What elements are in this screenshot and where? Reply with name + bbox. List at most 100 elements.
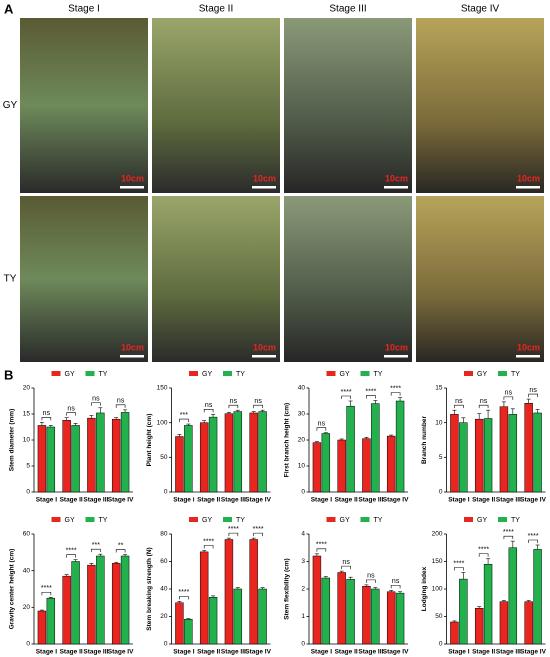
bar bbox=[184, 425, 193, 493]
legend-label: GY bbox=[202, 371, 212, 378]
plant-photo bbox=[20, 18, 148, 193]
row-label: GY bbox=[3, 100, 18, 111]
y-tick-label: 50 bbox=[160, 454, 168, 461]
scale-bar bbox=[516, 186, 540, 189]
significance-bracket bbox=[528, 539, 538, 543]
bar bbox=[111, 418, 121, 493]
y-tick-label: 40 bbox=[298, 385, 306, 392]
scale-bar-label: 10cm bbox=[121, 342, 144, 352]
bar bbox=[37, 425, 47, 493]
bar bbox=[346, 579, 355, 645]
legend-swatch bbox=[326, 371, 336, 376]
bar bbox=[386, 591, 396, 645]
legend-swatch bbox=[498, 371, 507, 376]
y-tick-label: 20 bbox=[23, 385, 31, 392]
legend-label: GY bbox=[65, 517, 75, 524]
scale-bar bbox=[516, 355, 540, 358]
significance-label: **** bbox=[365, 388, 376, 395]
x-tick-label: Stage III bbox=[221, 649, 246, 656]
scale-bar bbox=[120, 186, 144, 189]
bar bbox=[312, 442, 322, 493]
bar bbox=[499, 406, 509, 493]
significance-bracket bbox=[179, 596, 189, 600]
legend-label: TY bbox=[511, 517, 520, 524]
y-tick-label: 10 bbox=[23, 437, 31, 444]
y-axis-label: Stem flexibility (cm) bbox=[284, 558, 291, 619]
y-tick-label: 40 bbox=[160, 586, 168, 593]
x-tick-label: Stage II bbox=[335, 497, 358, 504]
legend-swatch bbox=[189, 517, 198, 522]
significance-label: **** bbox=[478, 547, 489, 554]
significance-bracket bbox=[366, 395, 376, 399]
y-tick-label: 0 bbox=[439, 641, 443, 648]
legend-label: TY bbox=[236, 371, 245, 378]
significance-label: ns bbox=[392, 578, 400, 585]
significance-label: **** bbox=[528, 533, 539, 540]
scale-bar-label: 10cm bbox=[517, 173, 540, 183]
significance-bracket bbox=[253, 532, 263, 537]
significance-label: ns bbox=[117, 398, 125, 405]
bar bbox=[483, 418, 493, 493]
bar bbox=[249, 412, 258, 493]
y-axis-label: Branch number bbox=[421, 416, 428, 465]
bar bbox=[371, 588, 380, 645]
bar bbox=[249, 539, 258, 645]
y-axis-label: Stem breaking strength (N) bbox=[146, 547, 153, 630]
y-axis-label: Gravity center height (cm) bbox=[9, 549, 16, 630]
stage-label: Stage IV bbox=[461, 4, 500, 15]
bar bbox=[233, 411, 243, 493]
bar bbox=[337, 439, 346, 493]
scale-bar-label: 10cm bbox=[385, 342, 408, 352]
bar bbox=[120, 555, 130, 645]
plant-photo bbox=[416, 18, 544, 193]
row-label: TY bbox=[4, 274, 17, 285]
y-tick-label: 15 bbox=[23, 411, 31, 418]
x-tick-label: Stage i bbox=[173, 497, 195, 504]
significance-bracket bbox=[341, 565, 351, 570]
legend-label: TY bbox=[99, 371, 108, 378]
x-tick-label: Stage I bbox=[311, 497, 333, 504]
legend-swatch bbox=[326, 517, 336, 522]
y-tick-label: 50 bbox=[435, 613, 443, 620]
significance-bracket bbox=[115, 549, 126, 553]
significance-bracket bbox=[115, 404, 126, 408]
bar bbox=[524, 403, 533, 493]
significance-label: **** bbox=[178, 589, 189, 596]
bar bbox=[120, 412, 130, 493]
bar bbox=[395, 400, 405, 493]
x-tick-label: Stage IV bbox=[108, 497, 134, 504]
bar bbox=[46, 597, 56, 645]
bar bbox=[524, 601, 533, 645]
legend-swatch bbox=[189, 371, 198, 376]
significance-bracket bbox=[228, 404, 239, 409]
bar bbox=[199, 422, 209, 493]
x-tick-label: Stage IV bbox=[520, 497, 546, 504]
stage-label: Stage I bbox=[68, 4, 100, 15]
legend-label: GY bbox=[477, 371, 487, 378]
legend-swatch bbox=[51, 517, 61, 522]
x-tick-label: Stage IV bbox=[245, 497, 271, 504]
legend-label: TY bbox=[236, 517, 245, 524]
significance-bracket bbox=[528, 393, 538, 398]
significance-label: **** bbox=[41, 585, 52, 592]
legend-label: GY bbox=[340, 517, 350, 524]
bar bbox=[111, 563, 121, 645]
significance-bracket bbox=[454, 404, 464, 409]
y-tick-label: 40 bbox=[23, 567, 31, 574]
scale-bar bbox=[252, 355, 276, 358]
significance-label: ns bbox=[480, 398, 488, 405]
significance-label: ns bbox=[367, 573, 375, 580]
x-tick-label: Stage IV bbox=[383, 497, 409, 504]
stage-label: Stage III bbox=[329, 4, 366, 15]
significance-label: ns bbox=[205, 402, 213, 409]
significance-bracket bbox=[203, 409, 214, 413]
legend-swatch bbox=[85, 517, 95, 522]
y-tick-label: 10 bbox=[298, 463, 306, 470]
legend-swatch bbox=[51, 371, 61, 376]
significance-label: ns bbox=[92, 396, 100, 403]
significance-bracket bbox=[203, 545, 214, 549]
y-tick-label: 150 bbox=[432, 558, 443, 565]
y-tick-label: 20 bbox=[160, 613, 168, 620]
stage-label: Stage II bbox=[199, 4, 233, 15]
